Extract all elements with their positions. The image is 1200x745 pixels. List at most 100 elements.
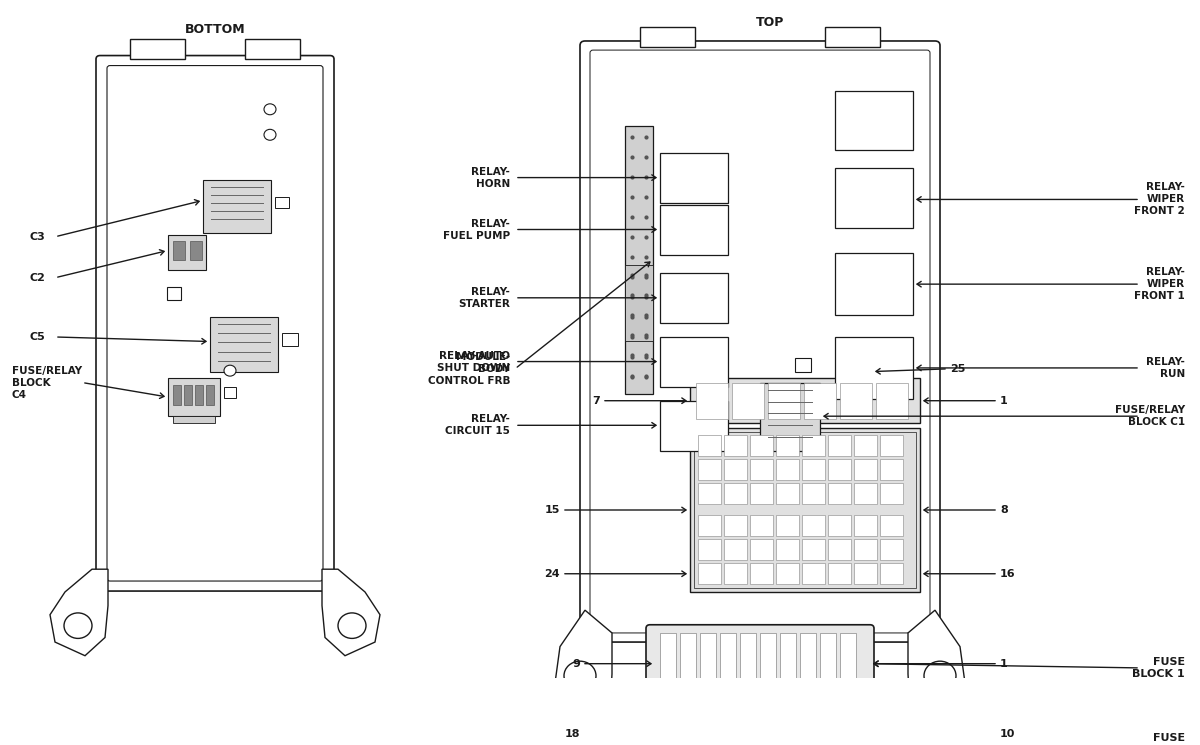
Text: RELAY-
FUEL PUMP: RELAY- FUEL PUMP <box>443 218 510 241</box>
FancyBboxPatch shape <box>590 50 930 633</box>
Bar <box>760 382 820 451</box>
Bar <box>167 287 181 299</box>
Bar <box>802 516 826 536</box>
Bar <box>816 707 824 745</box>
Bar <box>793 707 803 745</box>
Circle shape <box>338 613 366 638</box>
Bar <box>750 539 773 560</box>
Text: 8: 8 <box>1000 505 1008 515</box>
Bar <box>835 253 913 315</box>
Bar <box>780 633 797 694</box>
Bar <box>838 707 847 745</box>
Polygon shape <box>554 610 612 708</box>
Bar <box>880 516 904 536</box>
Text: 7: 7 <box>593 396 600 406</box>
Bar <box>772 707 780 745</box>
Bar <box>750 459 773 480</box>
Text: MODULE-
BODY
CONTROL FRB: MODULE- BODY CONTROL FRB <box>427 352 510 386</box>
Bar <box>854 435 877 456</box>
Text: RELAY-
CIRCUIT 15: RELAY- CIRCUIT 15 <box>445 414 510 437</box>
Bar <box>660 337 728 387</box>
Bar <box>776 539 799 560</box>
Bar <box>854 360 869 372</box>
Bar <box>194 385 203 405</box>
FancyBboxPatch shape <box>96 56 334 591</box>
Bar <box>828 459 851 480</box>
Text: RELAY-AUTO
SHUT DOWN: RELAY-AUTO SHUT DOWN <box>437 351 510 372</box>
Bar <box>690 378 920 423</box>
Text: 16: 16 <box>1000 568 1015 579</box>
Circle shape <box>264 130 276 140</box>
Bar <box>275 197 289 208</box>
Bar <box>840 633 857 694</box>
Bar <box>683 707 691 745</box>
Bar <box>724 516 746 536</box>
Bar <box>828 435 851 456</box>
Bar <box>776 483 799 504</box>
Bar <box>760 633 776 694</box>
Bar <box>876 382 908 419</box>
Bar <box>660 273 728 323</box>
Text: 24: 24 <box>545 568 560 579</box>
Bar <box>835 337 913 399</box>
Bar <box>740 633 756 694</box>
Bar <box>625 126 653 394</box>
Bar <box>715 707 725 745</box>
Bar <box>796 358 811 372</box>
Circle shape <box>264 104 276 115</box>
Bar <box>694 707 702 745</box>
Bar <box>173 241 185 259</box>
Bar <box>848 707 858 745</box>
Bar <box>750 562 773 584</box>
Bar <box>696 382 728 419</box>
Circle shape <box>924 661 956 691</box>
FancyBboxPatch shape <box>646 625 874 745</box>
Text: FUSE
BLOCK 1: FUSE BLOCK 1 <box>1133 657 1186 679</box>
Polygon shape <box>322 569 380 656</box>
Bar <box>694 431 916 589</box>
Bar <box>184 385 192 405</box>
Bar <box>724 435 746 456</box>
Polygon shape <box>50 569 108 656</box>
Text: RELAY-
WIPER
FRONT 1: RELAY- WIPER FRONT 1 <box>1134 267 1186 301</box>
Bar <box>828 516 851 536</box>
Bar <box>776 562 799 584</box>
Bar <box>190 241 202 259</box>
Bar <box>724 483 746 504</box>
Text: FUSE/RELAY
BLOCK
C4: FUSE/RELAY BLOCK C4 <box>12 366 82 399</box>
Bar <box>854 562 877 584</box>
Bar <box>720 633 737 694</box>
Bar <box>802 483 826 504</box>
Text: 10: 10 <box>1000 729 1015 739</box>
Text: RELAY-
RUN: RELAY- RUN <box>1146 357 1186 379</box>
Text: 25: 25 <box>950 364 965 374</box>
Bar <box>206 385 214 405</box>
Bar <box>168 235 206 270</box>
Text: BOTTOM: BOTTOM <box>185 22 245 36</box>
Text: 1: 1 <box>1000 659 1008 669</box>
Text: FUSE/RELAY
BLOCK C1: FUSE/RELAY BLOCK C1 <box>1115 405 1186 427</box>
Bar <box>776 459 799 480</box>
Bar <box>880 562 904 584</box>
Bar <box>750 516 773 536</box>
Bar <box>854 459 877 480</box>
Bar <box>724 459 746 480</box>
Bar <box>750 483 773 504</box>
Text: RELAY-
STARTER: RELAY- STARTER <box>458 287 510 309</box>
Circle shape <box>64 613 92 638</box>
Polygon shape <box>908 610 965 708</box>
Bar <box>700 633 716 694</box>
Bar <box>660 633 677 694</box>
Bar <box>840 382 872 419</box>
Bar <box>854 539 877 560</box>
Bar <box>738 707 746 745</box>
Text: 18: 18 <box>564 729 580 739</box>
Bar <box>826 28 880 48</box>
Text: 9: 9 <box>572 659 580 669</box>
Bar <box>776 516 799 536</box>
Bar <box>698 539 721 560</box>
Bar <box>671 707 680 745</box>
Bar <box>660 707 670 745</box>
Bar <box>800 633 816 694</box>
Bar <box>827 707 835 745</box>
